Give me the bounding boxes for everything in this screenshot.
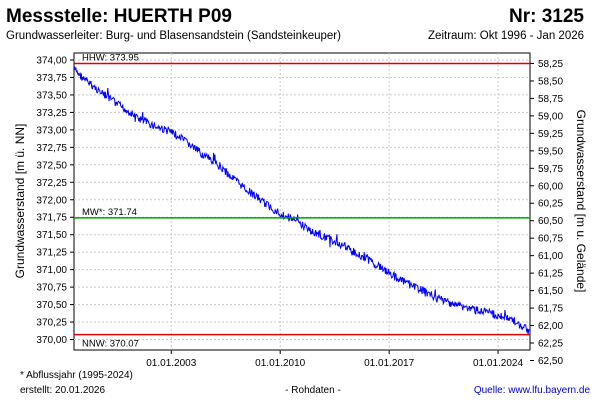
y-tick-label: 372,00 bbox=[36, 195, 67, 206]
period-label: Zeitraum: Okt 1996 - Jan 2026 bbox=[428, 30, 584, 42]
aquifer-label: Grundwasserleiter: Burg- und Blasensands… bbox=[6, 30, 341, 42]
x-axis: 01.01.2003 01.01.2010 01.01.2017 01.01.2024 bbox=[146, 350, 524, 369]
y-tick-label: 370,25 bbox=[36, 318, 67, 329]
y-tick-label: 374,00 bbox=[36, 55, 67, 66]
y-axis-label-left: Grundwasserstand [m ü. NN] bbox=[13, 124, 27, 279]
y-tick-label: 371,00 bbox=[36, 265, 67, 276]
x-tick-label: 01.01.2010 bbox=[255, 358, 305, 369]
reference-line-label: HHW: 373.95 bbox=[82, 52, 139, 63]
footnote: * Abflussjahr (1995-2024) bbox=[20, 370, 133, 381]
x-tick-label: 01.01.2003 bbox=[146, 358, 196, 369]
y-tick-label: 372,50 bbox=[36, 160, 67, 171]
data-status: - Rohdaten - bbox=[285, 385, 341, 396]
plot-area bbox=[73, 52, 531, 351]
right-axis: 58,25 58,50 58,75 59,00 59,25 59,50 59,75 60,00… bbox=[530, 59, 563, 367]
x-tick-label: 01.01.2024 bbox=[473, 358, 523, 369]
y-tick-label: 373,25 bbox=[36, 108, 67, 119]
x-tick-label: 01.01.2017 bbox=[364, 358, 414, 369]
y-tick-label: 371,75 bbox=[36, 213, 67, 224]
station-number: Nr: 3125 bbox=[509, 6, 584, 27]
y-tick-label: 372,75 bbox=[36, 143, 67, 154]
y-right-tick-label: 60,00 bbox=[538, 181, 563, 192]
y-right-tick-label: 62,00 bbox=[538, 321, 563, 332]
y-right-tick-label: 60,75 bbox=[538, 234, 563, 245]
y-tick-label: 370,75 bbox=[36, 283, 67, 294]
reference-lines: HHW: 373.95 MW*: 371.74 NNW: 370.07 bbox=[74, 52, 530, 350]
y-right-tick-label: 61,00 bbox=[538, 251, 563, 262]
y-tick-label: 372,25 bbox=[36, 178, 67, 189]
reference-line-label: MW*: 371.74 bbox=[82, 207, 137, 218]
chart-title: Messstelle: HUERTH P09 bbox=[6, 6, 232, 27]
y-tick-label: 370,50 bbox=[36, 300, 67, 311]
y-right-tick-label: 60,50 bbox=[538, 216, 563, 227]
y-right-tick-label: 58,25 bbox=[538, 59, 563, 70]
y-right-tick-label: 58,50 bbox=[538, 76, 563, 87]
series-line bbox=[73, 66, 531, 335]
y-tick-label: 370,00 bbox=[36, 335, 67, 346]
y-right-tick-label: 61,75 bbox=[538, 304, 563, 315]
y-axis-label-right: Grundwasserstand [m u. Gelände] bbox=[574, 110, 588, 293]
y-right-tick-label: 59,75 bbox=[538, 164, 563, 175]
left-axis: 374,00 373,75 373,50 373,25 373,00 372,75 372,… bbox=[36, 55, 74, 346]
y-tick-label: 371,25 bbox=[36, 248, 67, 259]
y-right-tick-label: 61,25 bbox=[538, 269, 563, 280]
y-tick-label: 373,00 bbox=[36, 125, 67, 136]
y-tick-label: 373,50 bbox=[36, 90, 67, 101]
y-right-tick-label: 59,50 bbox=[538, 146, 563, 157]
created-date: erstellt: 20.01.2026 bbox=[20, 385, 105, 396]
y-right-tick-label: 59,25 bbox=[538, 129, 563, 140]
y-right-tick-label: 59,00 bbox=[538, 111, 563, 122]
reference-line-label: NNW: 370.07 bbox=[82, 339, 139, 350]
y-tick-label: 373,75 bbox=[36, 73, 67, 84]
y-right-tick-label: 61,50 bbox=[538, 286, 563, 297]
y-right-tick-label: 58,75 bbox=[538, 94, 563, 105]
series-layer bbox=[73, 66, 531, 335]
y-right-tick-label: 60,25 bbox=[538, 199, 563, 210]
y-right-tick-label: 62,25 bbox=[538, 339, 563, 350]
source-link[interactable]: Quelle: www.lfu.bayern.de bbox=[474, 385, 591, 396]
y-tick-label: 371,50 bbox=[36, 230, 67, 241]
y-right-tick-label: 62,50 bbox=[538, 356, 563, 367]
